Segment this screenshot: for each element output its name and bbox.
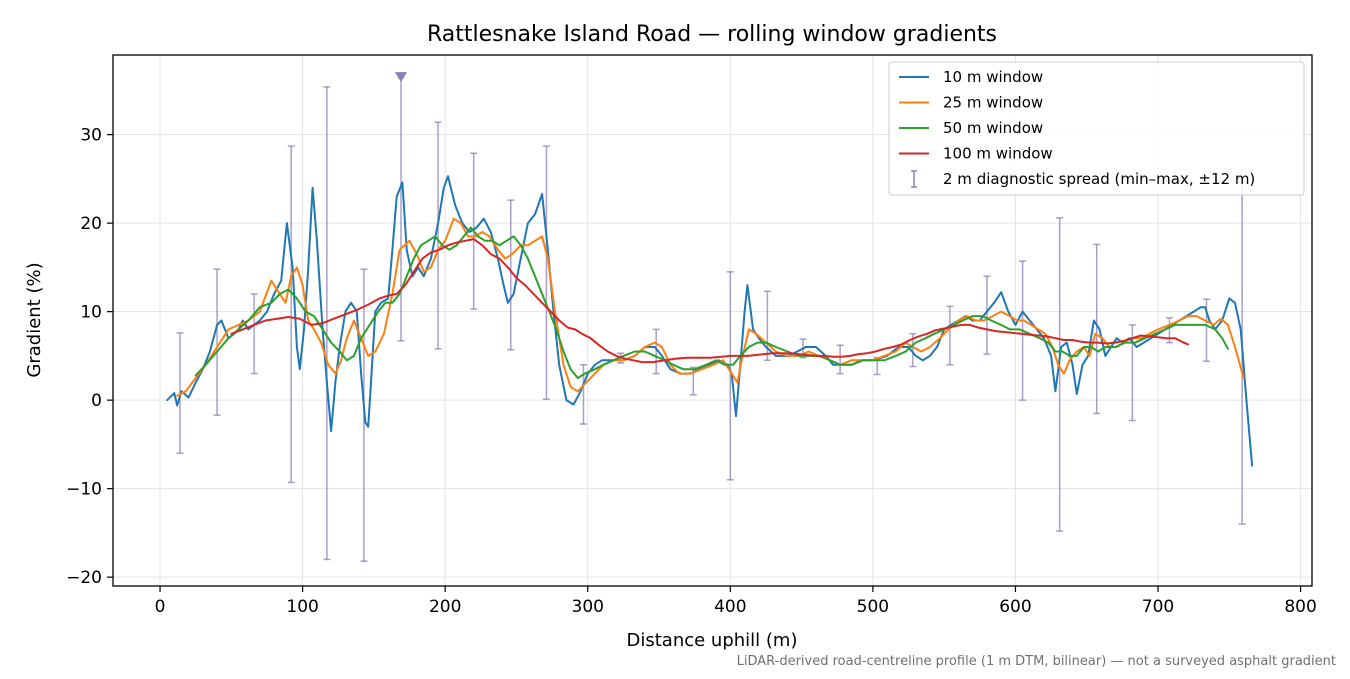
- x-tick-label: 100: [286, 597, 318, 617]
- diagnostic-errorbar: [726, 271, 734, 481]
- chart-title: Rattlesnake Island Road — rolling window…: [427, 22, 997, 47]
- x-tick-label: 400: [714, 597, 746, 617]
- y-tick-label: 30: [80, 126, 102, 146]
- y-tick-label: 10: [80, 303, 102, 323]
- y-tick-label: 0: [91, 391, 102, 411]
- diagnostic-errorbar: [542, 145, 550, 401]
- legend-label: 100 m window: [943, 145, 1053, 163]
- legend-entry: 100 m window: [899, 145, 1053, 163]
- x-axis-label: Distance uphill (m): [627, 630, 798, 651]
- y-tick-label: −20: [66, 568, 102, 588]
- legend-label: 50 m window: [943, 119, 1043, 137]
- legend-entry: 50 m window: [899, 119, 1043, 137]
- diagnostic-errorbar: [287, 145, 295, 484]
- diagnostic-errorbar: [983, 275, 991, 355]
- legend-entry: 25 m window: [899, 94, 1043, 112]
- series-line-25-m-window: [176, 217, 1245, 397]
- legend-label: 10 m window: [943, 68, 1043, 86]
- legend-box: [888, 61, 1305, 196]
- diagnostic-errorbar: [250, 293, 258, 375]
- plot-frame: [112, 54, 1313, 587]
- diagnostic-errorbar: [1056, 217, 1064, 532]
- legend: 10 m window 25 m window 50 m window 100 m w…: [888, 61, 1305, 196]
- x-axis-ticks: 0 100 200 300 400 500 600 700 800: [155, 586, 1317, 617]
- diagnostic-errorbar: [323, 86, 331, 561]
- series-line-10-m-window: [166, 175, 1254, 467]
- legend-label: 2 m diagnostic spread (min–max, ±12 m): [943, 170, 1255, 188]
- y-axis-ticks: −20 −10 0 10 20 30: [66, 126, 113, 588]
- legend-entry: 2 m diagnostic spread (min–max, ±12 m): [911, 170, 1255, 188]
- x-tick-label: 600: [999, 597, 1031, 617]
- marker-layer: [394, 72, 407, 83]
- y-tick-label: 20: [80, 214, 102, 234]
- x-tick-label: 500: [857, 597, 889, 617]
- x-tick-label: 0: [155, 597, 166, 617]
- series-layer: [166, 175, 1254, 467]
- series-line-100-m-window: [230, 238, 1189, 364]
- footnote: LiDAR-derived road-centreline profile (1…: [737, 654, 1336, 669]
- legend-label: 25 m window: [943, 94, 1043, 112]
- grid: [113, 55, 1312, 586]
- y-axis-label: Gradient (%): [24, 262, 45, 377]
- clipped-marker: [394, 72, 407, 83]
- legend-entry: 10 m window: [899, 68, 1043, 86]
- x-tick-label: 300: [572, 597, 604, 617]
- diagnostic-errorbar: [652, 328, 660, 375]
- diagnostic-errorbar: [836, 344, 844, 375]
- x-tick-label: 200: [429, 597, 461, 617]
- x-tick-label: 700: [1142, 597, 1174, 617]
- diagnostic-errorbar: [434, 121, 442, 350]
- series-line-50-m-window: [194, 226, 1229, 379]
- diagnostic-errorbar: [507, 199, 515, 351]
- diagnostic-errorbar: [213, 268, 221, 416]
- x-tick-label: 800: [1284, 597, 1316, 617]
- diagnostic-errorbar: [946, 305, 954, 366]
- y-tick-label: −10: [66, 480, 102, 500]
- diagnostic-errorbar: [1093, 243, 1101, 415]
